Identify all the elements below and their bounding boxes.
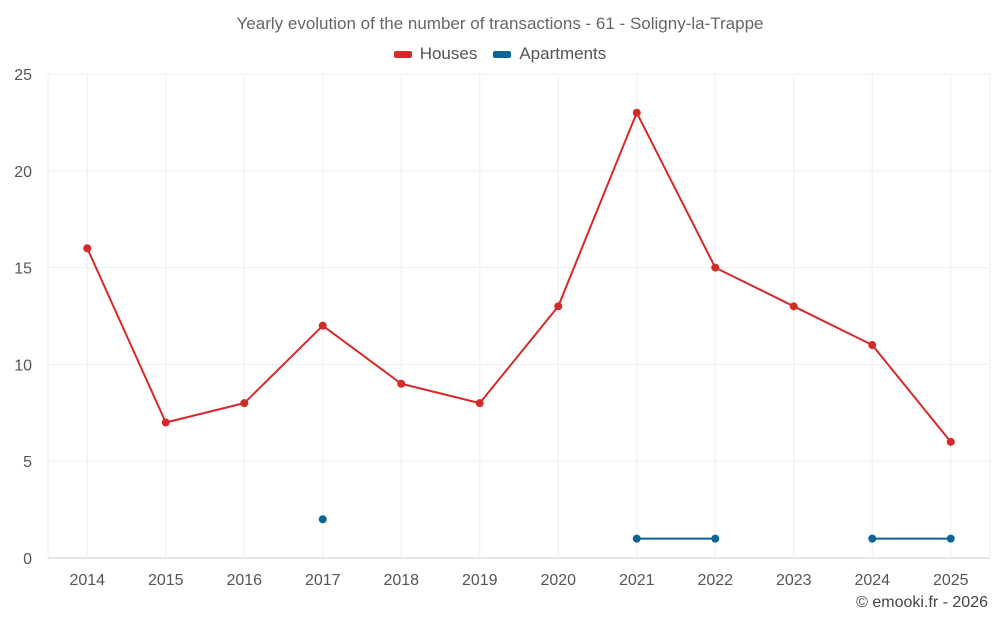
data-point-houses[interactable] bbox=[161, 418, 170, 427]
data-point-apartments[interactable] bbox=[318, 515, 327, 524]
x-tick-label: 2024 bbox=[854, 572, 890, 589]
x-tick-label: 2019 bbox=[462, 572, 498, 589]
legend-swatch-apartments bbox=[493, 50, 512, 58]
data-point-houses[interactable] bbox=[868, 341, 877, 350]
x-tick-label: 2014 bbox=[69, 572, 105, 589]
legend-swatch-houses bbox=[393, 50, 412, 58]
x-tick-label: 2021 bbox=[619, 572, 655, 589]
y-tick-label: 0 bbox=[23, 551, 32, 568]
x-tick-label: 2018 bbox=[383, 572, 419, 589]
legend-label-apartments: Apartments bbox=[519, 44, 607, 63]
legend-label-houses: Houses bbox=[419, 44, 478, 63]
x-tick-label: 2020 bbox=[540, 572, 576, 589]
chart-title: Yearly evolution of the number of transa… bbox=[236, 14, 764, 33]
data-point-apartments[interactable] bbox=[632, 534, 641, 543]
y-tick-label: 20 bbox=[14, 164, 32, 181]
data-point-houses[interactable] bbox=[946, 437, 955, 446]
credit-text: © emooki.fr - 2026 bbox=[856, 594, 988, 611]
x-tick-label: 2022 bbox=[697, 572, 733, 589]
data-point-houses[interactable] bbox=[789, 302, 798, 311]
x-tick-label: 2023 bbox=[776, 572, 812, 589]
data-point-houses[interactable] bbox=[632, 108, 641, 117]
x-tick-label: 2017 bbox=[305, 572, 341, 589]
legend-item-houses[interactable]: Houses bbox=[393, 44, 478, 64]
data-point-houses[interactable] bbox=[318, 321, 327, 330]
y-tick-label: 10 bbox=[14, 357, 32, 374]
data-point-houses[interactable] bbox=[83, 244, 92, 253]
data-point-apartments[interactable] bbox=[711, 534, 720, 543]
data-point-apartments[interactable] bbox=[868, 534, 877, 543]
data-point-houses[interactable] bbox=[397, 379, 406, 388]
y-tick-label: 5 bbox=[23, 454, 32, 471]
legend: Houses Apartments bbox=[0, 44, 1000, 64]
data-point-apartments[interactable] bbox=[946, 534, 955, 543]
data-point-houses[interactable] bbox=[554, 302, 563, 311]
y-tick-label: 25 bbox=[14, 67, 32, 84]
legend-item-apartments[interactable]: Apartments bbox=[493, 44, 606, 64]
data-point-houses[interactable] bbox=[240, 399, 249, 408]
series-line-houses bbox=[86, 111, 952, 443]
y-tick-label: 15 bbox=[14, 261, 32, 278]
x-tick-label: 2025 bbox=[933, 572, 969, 589]
x-tick-label: 2016 bbox=[226, 572, 262, 589]
data-point-houses[interactable] bbox=[711, 263, 720, 272]
data-point-houses[interactable] bbox=[475, 399, 484, 408]
x-tick-label: 2015 bbox=[148, 572, 184, 589]
